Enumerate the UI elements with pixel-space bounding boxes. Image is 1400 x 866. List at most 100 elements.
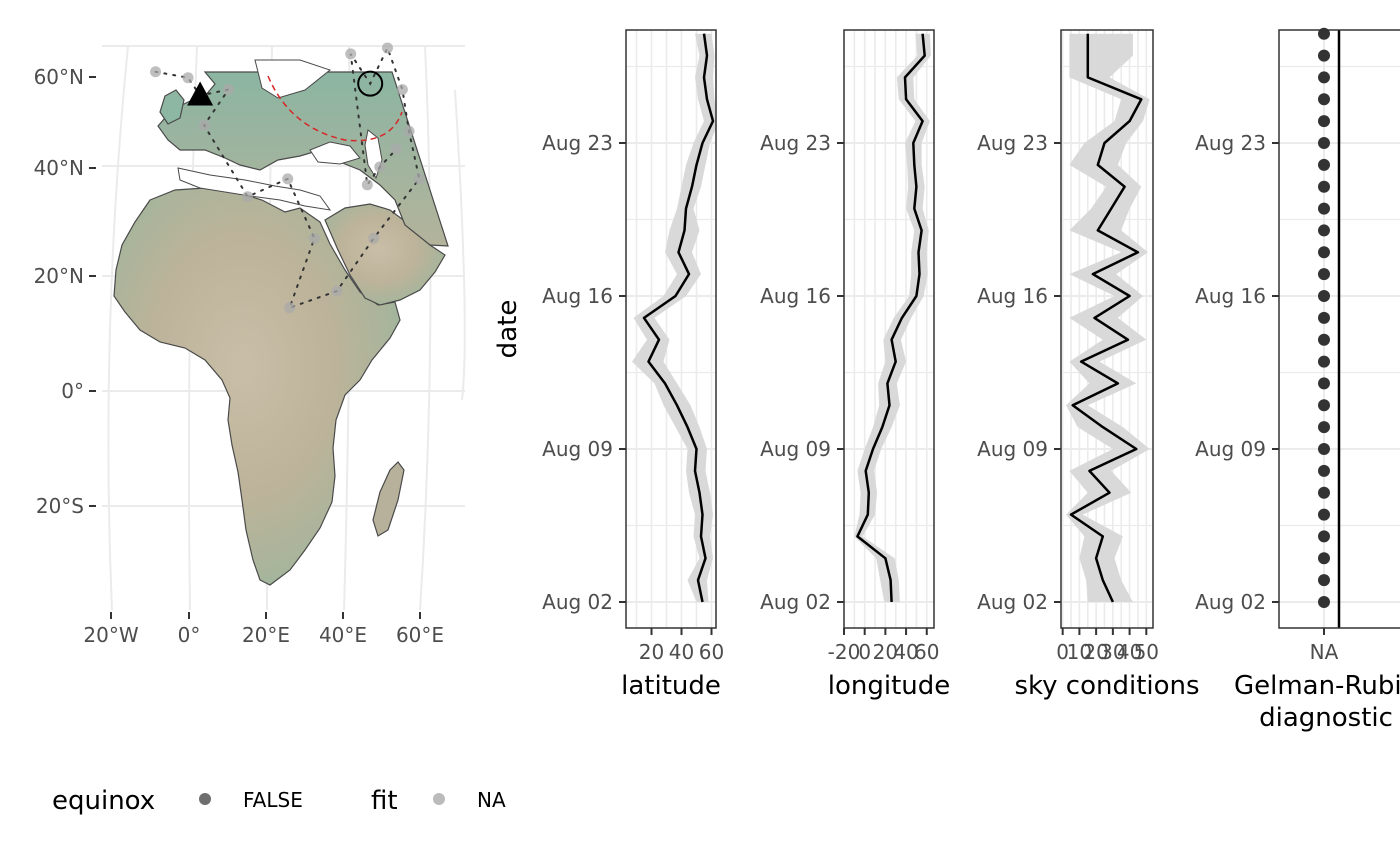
track-point <box>345 48 357 60</box>
gr-point <box>1318 333 1330 346</box>
y-tick-label: Aug 23 <box>760 131 831 155</box>
track-point <box>368 232 380 244</box>
map-lon-tick-label: 40°E <box>319 623 367 647</box>
map-landmass <box>113 71 449 586</box>
y-tick-label: Aug 23 <box>977 131 1048 155</box>
gr-point <box>1318 399 1330 412</box>
sky-panel-x-title: sky conditions <box>1014 671 1199 701</box>
gr-point <box>1318 49 1330 62</box>
track-point <box>396 84 408 96</box>
gr-point <box>1318 71 1330 84</box>
x-tick-label: 0 <box>858 640 871 664</box>
panel-gelman-rubin: Aug 23 Aug 16 Aug 09 Aug 02 NA Gelman-Rubindi… <box>1195 27 1400 733</box>
track-point <box>198 119 210 131</box>
y-tick-label: Aug 16 <box>1195 284 1266 308</box>
x-tick-label: 40 <box>1117 640 1142 664</box>
gr-point <box>1318 224 1330 237</box>
x-tick-label: 50 <box>1134 640 1159 664</box>
gr-point <box>1318 311 1330 324</box>
longitude-panel-x-title: longitude <box>828 671 951 701</box>
x-tick-label: 40 <box>893 640 918 664</box>
arabia-landmass <box>324 203 446 306</box>
gr-point <box>1318 290 1330 303</box>
track-point <box>242 191 254 203</box>
x-tick-label: 10 <box>1067 640 1092 664</box>
track-point <box>361 179 373 191</box>
y-tick-label: Aug 02 <box>977 590 1048 614</box>
map-lon-tick-label: 0° <box>178 623 201 647</box>
y-axis-title: date <box>493 300 523 359</box>
x-tick-label: 20 <box>1083 640 1108 664</box>
map-lat-tick-label: 20°N <box>34 264 84 288</box>
y-tick-label: Aug 16 <box>977 284 1048 308</box>
longitude-panel-series-line <box>856 33 926 603</box>
map-lat-tick-label: 20°S <box>36 494 84 518</box>
british-isles-landmass <box>159 89 185 125</box>
y-tick-label: Aug 09 <box>542 437 613 461</box>
latitude-panel-series-line <box>642 33 715 603</box>
gr-point <box>1318 464 1330 477</box>
map-axes: 60°N 40°N 20°N 0° 20°S 20°W 0° 20°E 40°E 60°E <box>34 65 444 647</box>
map-lon-tick-label: 20°E <box>242 623 290 647</box>
sky-panel-series-line <box>1069 33 1143 603</box>
map-panel: 60°N 40°N 20°N 0° 20°S 20°W 0° 20°E 40°E 60°E <box>34 42 466 647</box>
gr-point <box>1318 596 1330 608</box>
y-tick-label: Aug 09 <box>977 437 1048 461</box>
gr-point <box>1318 180 1330 193</box>
y-tick-label: Aug 16 <box>542 284 613 308</box>
track-path <box>154 45 421 310</box>
track-point <box>403 125 415 137</box>
gr-point <box>1318 443 1330 456</box>
map-lat-tick-label: 60°N <box>34 65 84 89</box>
gr-x-title-line1: Gelman-Rubin <box>1234 671 1400 701</box>
gr-point <box>1318 93 1330 106</box>
x-tick-label: NA <box>1310 640 1339 664</box>
africa-landmass <box>113 187 401 586</box>
gr-point <box>1318 552 1330 565</box>
y-tick-label: Aug 16 <box>760 284 831 308</box>
map-lat-tick-label: 0° <box>61 379 84 403</box>
track-point <box>381 42 393 54</box>
legend-fit-key <box>433 793 445 805</box>
x-tick-label: 40 <box>669 640 694 664</box>
sky-panel-ci-ribbon <box>1066 33 1150 602</box>
latitude-panel-x-title: latitude <box>621 671 721 701</box>
gr-point <box>1318 137 1330 150</box>
y-tick-label: Aug 09 <box>760 437 831 461</box>
gr-point <box>1318 574 1330 587</box>
sky-panel-border <box>1060 29 1154 629</box>
gr-panel-border <box>1278 29 1400 629</box>
track-point <box>150 66 162 78</box>
y-tick-label: Aug 02 <box>542 590 613 614</box>
x-tick-label: 20 <box>873 640 898 664</box>
x-tick-label: -20 <box>828 640 861 664</box>
gr-point <box>1318 268 1330 281</box>
track-point <box>284 302 296 314</box>
y-tick-label: Aug 09 <box>1195 437 1266 461</box>
y-tick-label: Aug 23 <box>1195 131 1266 155</box>
start-triangle-marker <box>187 81 214 106</box>
longitude-panel-ci-ribbon <box>854 33 931 602</box>
gr-point <box>1318 486 1330 499</box>
circle-boundary-curve <box>267 75 403 142</box>
track-point <box>282 173 294 185</box>
gr-point <box>1318 530 1330 543</box>
legend-fit-title: fit <box>371 786 398 816</box>
y-tick-label: Aug 02 <box>1195 590 1266 614</box>
gr-point <box>1318 377 1330 390</box>
x-tick-label: 60 <box>914 640 939 664</box>
track-point <box>222 84 234 96</box>
map-lon-tick-label: 20°W <box>83 623 138 647</box>
legend-fit-label: NA <box>477 788 506 812</box>
legend-equinox-label: FALSE <box>243 788 303 812</box>
x-tick-label: 0 <box>1056 640 1069 664</box>
gr-point <box>1318 202 1330 215</box>
map-lat-tick-label: 40°N <box>34 156 84 180</box>
latitude-panel-border <box>625 29 717 629</box>
panel-latitude: Aug 23 Aug 16 Aug 09 Aug 02 20 40 60 latitude <box>542 29 724 701</box>
track-point <box>413 173 425 185</box>
legend: equinox FALSE fit NA <box>52 786 506 816</box>
